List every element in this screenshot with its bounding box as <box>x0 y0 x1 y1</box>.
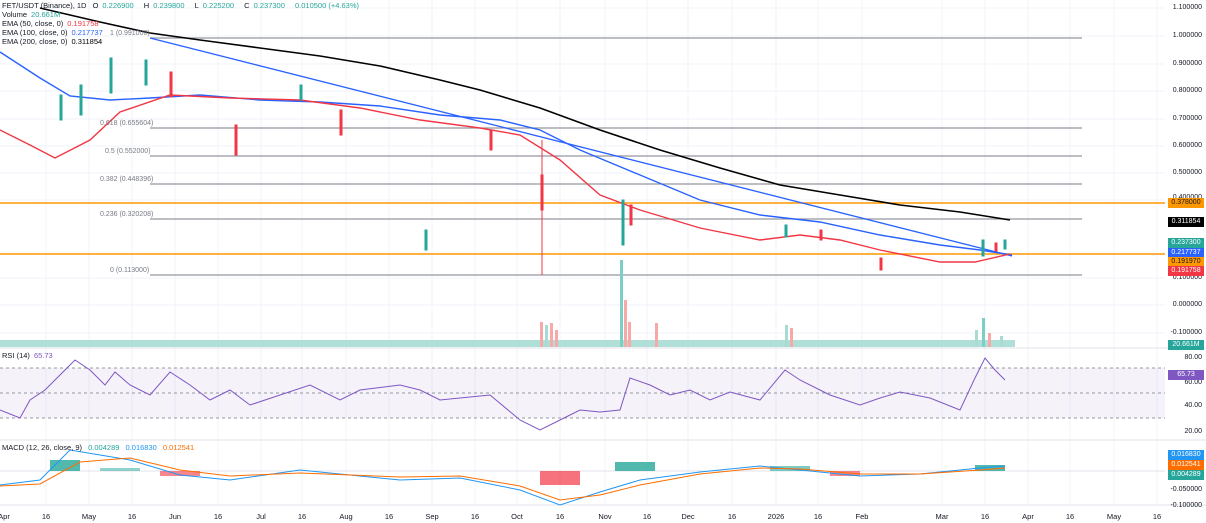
price-tag-volume: 20.661M <box>1168 340 1204 350</box>
ohlc-low: L 0.225200 <box>194 1 235 10</box>
rsi-legend[interactable]: RSI (14) 65.73 <box>2 351 53 360</box>
price-tag-level-0378: 0.378000 <box>1168 198 1204 208</box>
price-tag-ema100: 0.217737 <box>1168 248 1204 258</box>
macd-tag-signal: 0.012541 <box>1168 460 1204 470</box>
price-candles <box>59 57 1007 275</box>
fib-label-0236: 0.236 (0.320208) <box>100 211 154 218</box>
ema100-line <box>0 51 1013 256</box>
trendline[interactable] <box>149 37 1013 257</box>
macd-histogram <box>50 460 1005 485</box>
fibonacci-retracement[interactable] <box>150 37 1082 276</box>
ema50-legend[interactable]: EMA (50, close, 0) 0.191758 <box>2 19 99 28</box>
ohlc-close: C 0.237300 <box>244 1 285 10</box>
ohlc-high: H 0.239800 <box>143 1 185 10</box>
symbol-legend[interactable]: FET/USDT (Binance), 1D O 0.226900 H 0.2398… <box>2 1 363 11</box>
macd-tag-histogram: 0.004289 <box>1168 470 1204 480</box>
grid-lines <box>0 0 1165 505</box>
volume-bars <box>0 260 1015 347</box>
macd-legend[interactable]: MACD (12, 26, close, 9) 0.004289 0.01683… <box>2 443 195 452</box>
symbol-title: FET/USDT (Binance), 1D <box>2 1 87 10</box>
macd-signal-line <box>0 457 1006 501</box>
fib-label-0: 0 (0.113000) <box>110 267 150 274</box>
fib-label-05: 0.5 (0.552000) <box>105 148 151 155</box>
volume-legend[interactable]: Volume 20.661M <box>2 10 61 19</box>
fib-label-0382: 0.382 (0.448396) <box>100 176 154 183</box>
rsi-levels <box>0 367 1165 419</box>
fib-label-1: 1 (0.991000) <box>110 30 150 37</box>
price-tag-ema200: 0.311854 <box>1168 217 1204 227</box>
ema200-legend[interactable]: EMA (200, close, 0) 0.311854 <box>2 37 103 46</box>
macd-line <box>0 449 1006 506</box>
rsi-line <box>0 357 1006 431</box>
ema200-line <box>39 7 1011 221</box>
ohlc-open: O 0.226900 <box>92 1 134 10</box>
price-tag-last: 0.237300 <box>1168 238 1204 248</box>
fib-label-0618: 0.618 (0.655604) <box>100 120 154 127</box>
macd-tag-macd: 0.016830 <box>1168 450 1204 460</box>
ema50-line <box>0 94 1011 263</box>
price-tag-level-0192: 0.191970 <box>1168 257 1204 267</box>
price-change: 0.010500 (+4.63%) <box>294 1 359 10</box>
ema100-legend[interactable]: EMA (100, close, 0) 0.217737 <box>2 28 103 37</box>
price-tag-ema50: 0.191758 <box>1168 266 1204 276</box>
rsi-value-tag: 65.73 <box>1168 370 1204 380</box>
